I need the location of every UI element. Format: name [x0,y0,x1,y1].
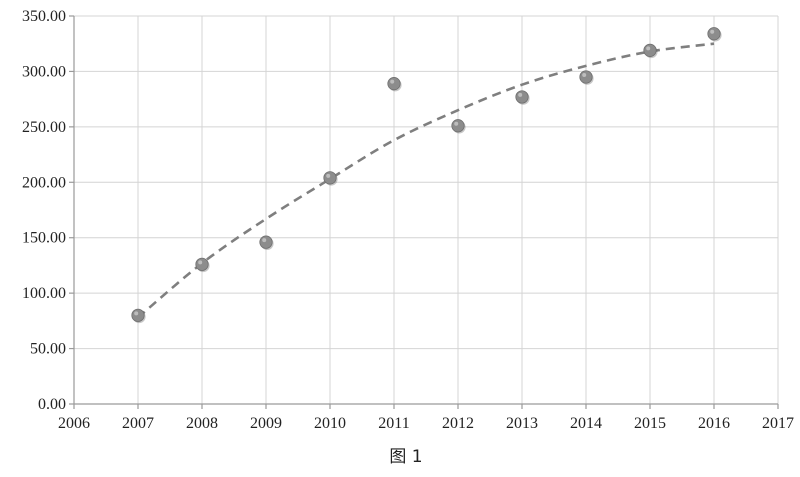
data-point-highlight [710,29,715,34]
y-tick-label: 0.00 [38,396,66,413]
data-point [387,77,401,91]
x-tick-label: 2016 [698,415,730,432]
data-point [323,171,337,185]
data-point [515,90,529,104]
y-tick-label: 150.00 [22,230,66,247]
grid-lines [73,15,779,405]
x-tick-label: 2008 [186,415,218,432]
x-tick-label: 2013 [506,415,538,432]
data-point-highlight [390,79,395,84]
axes [69,15,779,409]
data-point [643,43,657,57]
data-point-highlight [582,72,587,77]
x-tick-label: 2011 [378,415,409,432]
x-tick-label: 2010 [314,415,346,432]
x-tick-label: 2017 [762,415,794,432]
data-point-highlight [198,260,203,265]
x-axis-tick-labels: 2006 2007 2008 2009 2010 2011 2012 2013 2014 2015… [58,415,794,432]
data-points [131,27,722,324]
figure-caption: 图 1 [389,447,422,467]
x-tick-label: 2009 [250,415,282,432]
data-point [707,27,721,41]
data-point [195,257,209,271]
trend-line [137,42,715,319]
x-tick-label: 2006 [58,415,90,432]
data-point-highlight [646,46,651,51]
y-tick-label: 100.00 [22,285,66,302]
x-tick-label: 2014 [570,415,602,432]
data-point [579,70,593,84]
y-axis-tick-labels: 0.00 50.00 100.00 150.00 200.00 250.00 300.00 3… [22,8,66,413]
x-tick-label: 2012 [442,415,474,432]
data-point [131,308,145,322]
y-tick-label: 350.00 [22,8,66,25]
data-point-highlight [518,92,523,97]
data-point-highlight [454,121,459,126]
y-tick-label: 50.00 [30,341,66,358]
y-tick-label: 250.00 [22,119,66,136]
data-point-highlight [262,238,267,243]
x-tick-label: 2007 [122,415,154,432]
data-point-highlight [326,173,331,178]
data-point-highlight [134,311,139,316]
data-point [451,119,465,133]
y-tick-label: 300.00 [22,63,66,80]
data-point [259,235,273,249]
x-tick-label: 2015 [634,415,666,432]
y-tick-label: 200.00 [22,174,66,191]
